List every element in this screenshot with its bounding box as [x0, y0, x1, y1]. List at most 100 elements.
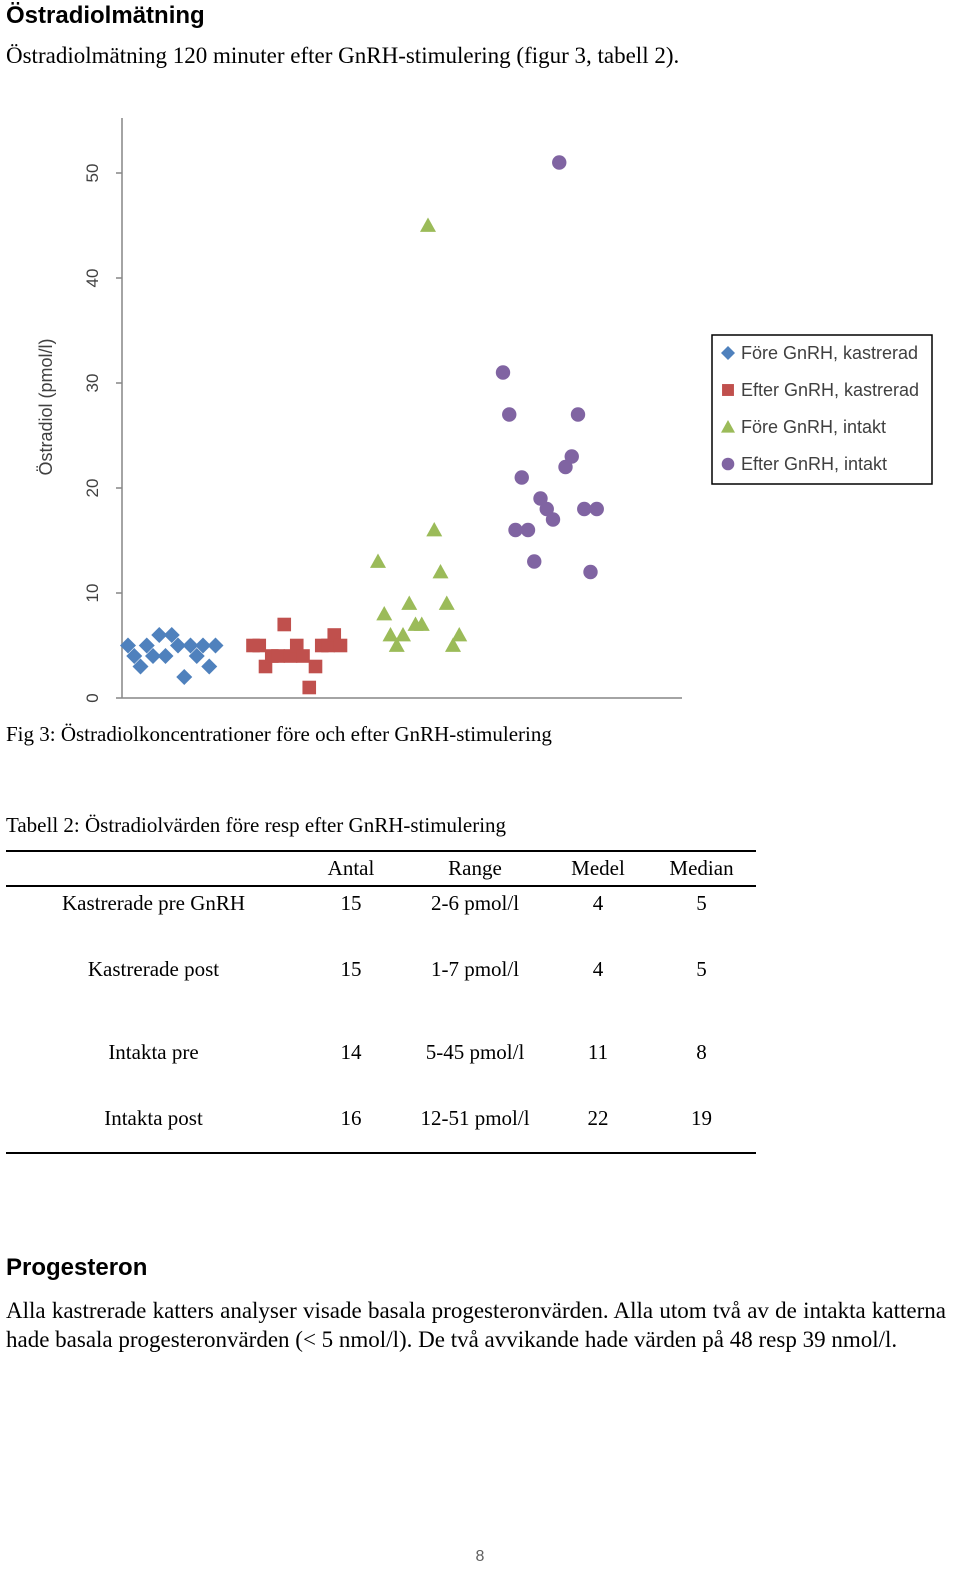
- y-axis-title: Östradiol (pmol/l): [36, 338, 56, 475]
- table-row: Kastrerade post 15 1-7 pmol/l 4 5: [6, 920, 756, 1019]
- table-cell: 8: [696, 1039, 707, 1064]
- table-cell: 11: [587, 1039, 609, 1064]
- table-cell: 5: [696, 957, 707, 981]
- diamond-point: [132, 658, 149, 675]
- circle-point: [527, 554, 542, 569]
- diamond-point: [157, 648, 174, 664]
- legend-label: Efter GnRH, kastrerad: [741, 380, 919, 400]
- table-cell: 12-51 pmol/l: [401, 1085, 549, 1154]
- triangle-point: [445, 637, 461, 652]
- diamond-point: [126, 648, 143, 664]
- table-caption: Tabell 2: Östradiolvärden före resp efte…: [6, 813, 507, 837]
- square-point: [252, 638, 267, 653]
- table-cell: Kastrerade post: [87, 957, 220, 981]
- table-cell: 22: [549, 1085, 647, 1154]
- square-point: [289, 638, 304, 653]
- square-point: [308, 659, 323, 674]
- y-tick-label: 40: [83, 269, 102, 288]
- table-header-cell: Medel: [549, 850, 647, 887]
- circle-point: [545, 512, 561, 527]
- y-tick-label: 30: [83, 374, 102, 393]
- circle-point: [539, 501, 554, 517]
- circle-point: [564, 449, 579, 464]
- circle-point: [552, 155, 567, 170]
- section-heading-ostradiol: Östradiolmätning: [6, 2, 205, 29]
- diamond-point: [151, 627, 168, 643]
- circle-point: [589, 501, 604, 517]
- page-number: 8: [475, 1548, 485, 1565]
- chart-axes: [121, 118, 682, 699]
- legend-label: Före GnRH, intakt: [741, 417, 886, 437]
- circle-point: [495, 365, 511, 380]
- square-point: [277, 617, 292, 632]
- triangle-point: [370, 553, 386, 568]
- table-row: Intakta post 16 12-51 pmol/l 22 19: [6, 1085, 756, 1154]
- legend-triangle-icon: [721, 420, 735, 433]
- table-cell: 4: [592, 891, 604, 915]
- data-points: [120, 155, 604, 695]
- legend-diamond-icon: [721, 346, 735, 360]
- table-header-cell: Median: [647, 850, 756, 887]
- circle-point: [558, 459, 573, 475]
- triangle-point: [376, 606, 393, 621]
- table-cell: 5-45 pmol/l: [425, 1039, 525, 1064]
- square-point: [271, 649, 285, 663]
- table-cell: 15: [340, 957, 362, 981]
- progesteron-paragraph: Alla kastrerade katters analyser visade …: [6, 1298, 946, 1352]
- y-tick-label: 20: [83, 479, 102, 498]
- square-point: [258, 659, 273, 674]
- diamond-point: [201, 658, 218, 675]
- scatter-chart: 0 10 20 30 40 50 Östradiol (pmol/l) Före GnRH…: [36, 118, 933, 703]
- figure-caption: Fig 3: Östradiolkoncentrationer före och…: [6, 722, 552, 746]
- table-cell: 19: [647, 1085, 756, 1154]
- chart-legend: Före GnRH, kastrerad Efter GnRH, kastrera…: [711, 334, 933, 485]
- triangle-point: [382, 627, 399, 642]
- triangle-point: [388, 637, 405, 652]
- circle-point: [577, 501, 592, 517]
- circle-point: [508, 522, 523, 538]
- y-tick-label: 10: [83, 584, 102, 603]
- triangle-point: [426, 522, 443, 537]
- circle-point: [570, 407, 586, 422]
- legend-square-icon: [722, 384, 734, 396]
- table-row: Kastrerade pre GnRH 15 2-6 pmol/l 4 5: [6, 886, 756, 920]
- table-cell: 14: [340, 1039, 362, 1064]
- triangle-point: [395, 627, 411, 642]
- table-cell: 2-6 pmol/l: [430, 891, 520, 915]
- square-point: [302, 680, 317, 695]
- square-point: [296, 649, 310, 663]
- triangle-point: [438, 595, 455, 610]
- diamond-point: [120, 637, 136, 654]
- diamond-point: [182, 637, 199, 654]
- diamond-point: [195, 637, 211, 654]
- legend-circle-icon: [721, 457, 735, 471]
- table-header-cell: Antal: [301, 850, 401, 887]
- y-tick-label: 0: [83, 693, 102, 702]
- legend-label: Efter GnRH, intakt: [741, 454, 887, 474]
- diamond-point: [138, 637, 155, 654]
- diamond-point: [163, 627, 180, 643]
- legend-label: Före GnRH, kastrerad: [741, 343, 918, 363]
- table-cell: 4: [592, 957, 604, 981]
- diamond-point: [145, 648, 161, 664]
- table-cell: 16: [301, 1085, 401, 1154]
- diamond-point: [170, 637, 186, 654]
- estradiol-table: Antal Range Medel Median Kastrerade pre …: [6, 850, 756, 1154]
- circle-point: [514, 470, 529, 485]
- legend-frame: [711, 334, 933, 485]
- table-row: Intakta pre 14 5-45 pmol/l 11 8: [6, 1019, 756, 1085]
- y-tick-labels: 0 10 20 30 40 50: [83, 164, 122, 703]
- triangle-point: [420, 217, 436, 232]
- intro-paragraph: Östradiolmätning 120 minuter efter GnRH-…: [6, 43, 680, 68]
- diamond-point: [207, 637, 224, 654]
- table-cell: Intakta post: [6, 1085, 301, 1154]
- diamond-point: [188, 648, 205, 664]
- circle-point: [502, 407, 517, 422]
- table-cell: 1-7 pmol/l: [430, 957, 520, 981]
- section-heading-progesteron: Progesteron: [6, 1254, 148, 1281]
- square-point: [321, 638, 335, 653]
- table-header-cell: Range: [401, 850, 549, 887]
- table-cell: 5: [696, 891, 707, 915]
- table-cell: 15: [340, 891, 362, 915]
- circle-point: [583, 564, 598, 580]
